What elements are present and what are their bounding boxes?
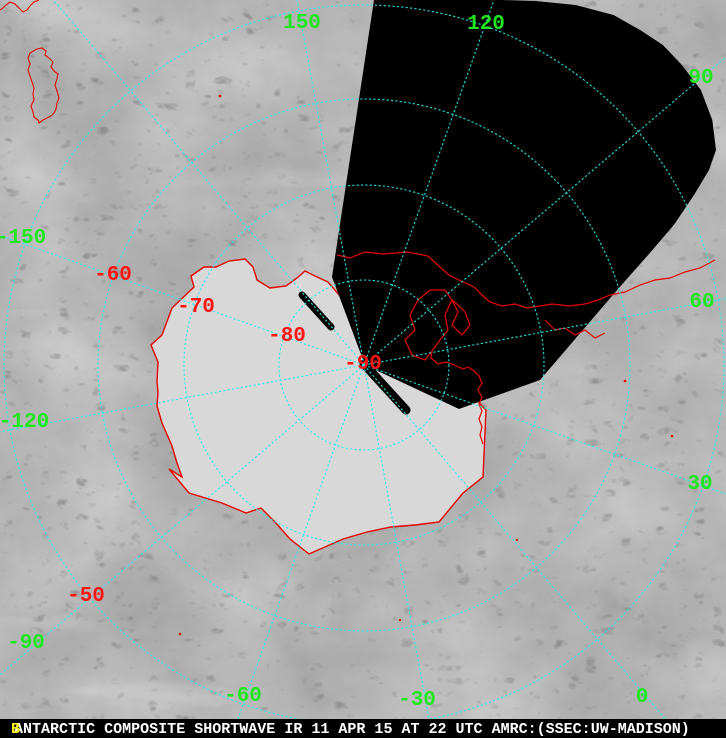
svg-text:ANTARCTIC COMPOSITE SHORTWAVE: ANTARCTIC COMPOSITE SHORTWAVE IR 11 APR … <box>14 720 690 738</box>
svg-text:120: 120 <box>467 13 505 36</box>
svg-text:60: 60 <box>689 291 714 314</box>
svg-text:-60: -60 <box>94 264 132 287</box>
svg-text:-70: -70 <box>177 296 215 319</box>
svg-text:-50: -50 <box>67 585 105 608</box>
svg-text:-90: -90 <box>7 632 45 655</box>
svg-text:150: 150 <box>283 12 321 35</box>
svg-text:-60: -60 <box>224 685 262 708</box>
svg-text:-80: -80 <box>268 325 306 348</box>
svg-text:-120: -120 <box>0 411 49 434</box>
svg-text:-150: -150 <box>0 227 46 250</box>
svg-text:30: 30 <box>687 473 712 496</box>
svg-text:-90: -90 <box>344 353 382 376</box>
svg-text:90: 90 <box>688 67 713 90</box>
svg-text:0: 0 <box>636 686 649 709</box>
svg-text:-30: -30 <box>398 689 436 712</box>
svg-text:B: B <box>11 720 20 738</box>
